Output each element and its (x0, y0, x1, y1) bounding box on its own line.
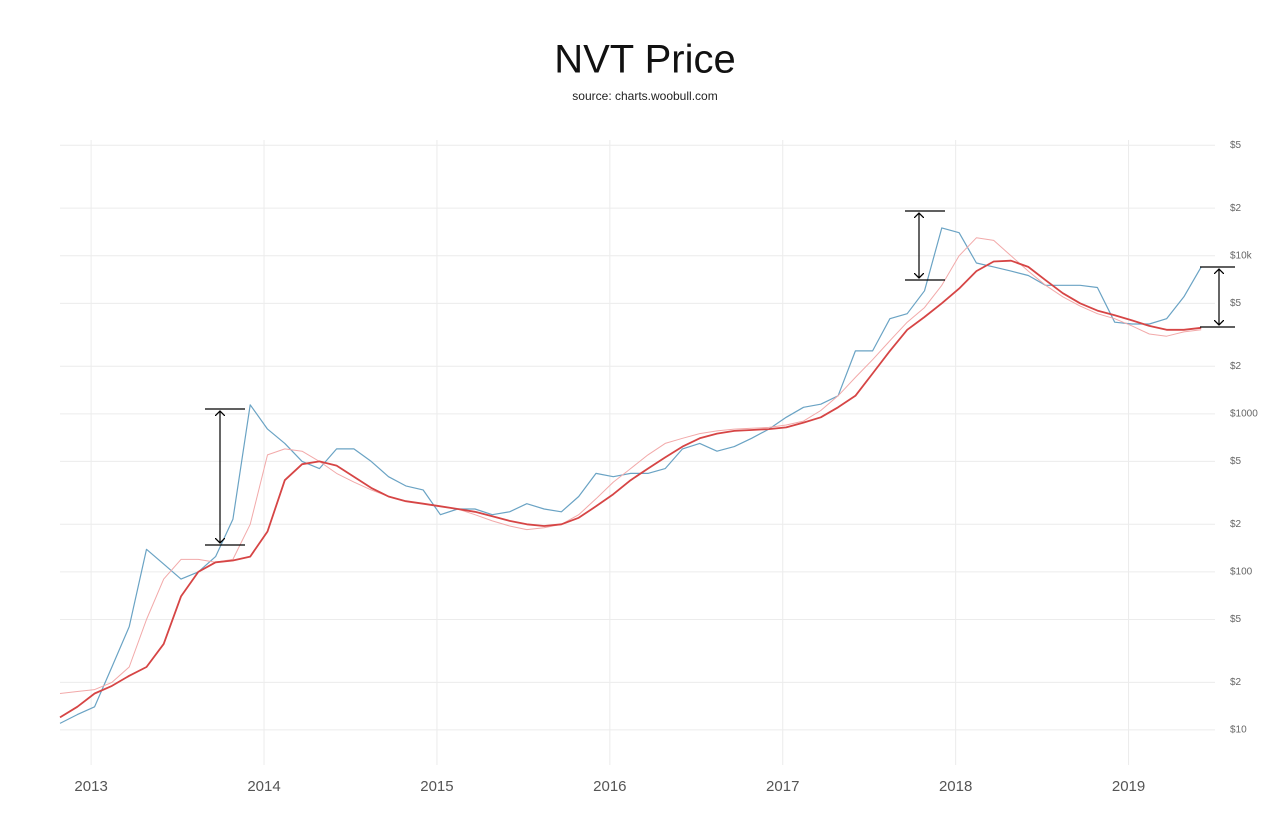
grid: $5 $2 $10k $5 $2 $1000 $5 $2 $100 $5 $2 $10 2013 2014… (60, 140, 1258, 795)
series-line (59, 237, 1202, 694)
chart-subtitle: source: charts.woobull.com (572, 89, 717, 103)
y-tick-label: $100 (1230, 567, 1253, 578)
y-tick-label: $2 (1230, 519, 1242, 530)
x-tick-label: 2014 (247, 778, 280, 795)
y-tick-label: $5 (1230, 298, 1242, 309)
y-tick-label: $2 (1230, 361, 1242, 372)
x-tick-label: 2013 (74, 778, 107, 795)
x-tick-label: 2016 (593, 778, 626, 795)
annotations (205, 210, 1235, 546)
series-line (59, 259, 1202, 719)
y-tick-label: $5 (1230, 456, 1242, 467)
chart-title: NVT Price (554, 38, 736, 82)
lines (59, 227, 1202, 724)
y-tick-label: $10 (1230, 725, 1247, 736)
y-tick-label: $5 (1230, 140, 1242, 151)
x-tick-label: 2017 (766, 778, 799, 795)
x-tick-label: 2015 (420, 778, 453, 795)
y-tick-label: $1000 (1230, 408, 1258, 419)
y-tick-label: $10k (1230, 250, 1253, 261)
y-tick-label: $2 (1230, 677, 1242, 688)
y-tick-label: $5 (1230, 614, 1242, 625)
x-tick-label: 2019 (1112, 778, 1145, 795)
y-tick-label: $2 (1230, 203, 1242, 214)
x-tick-label: 2018 (939, 778, 972, 795)
series-line (59, 227, 1202, 724)
